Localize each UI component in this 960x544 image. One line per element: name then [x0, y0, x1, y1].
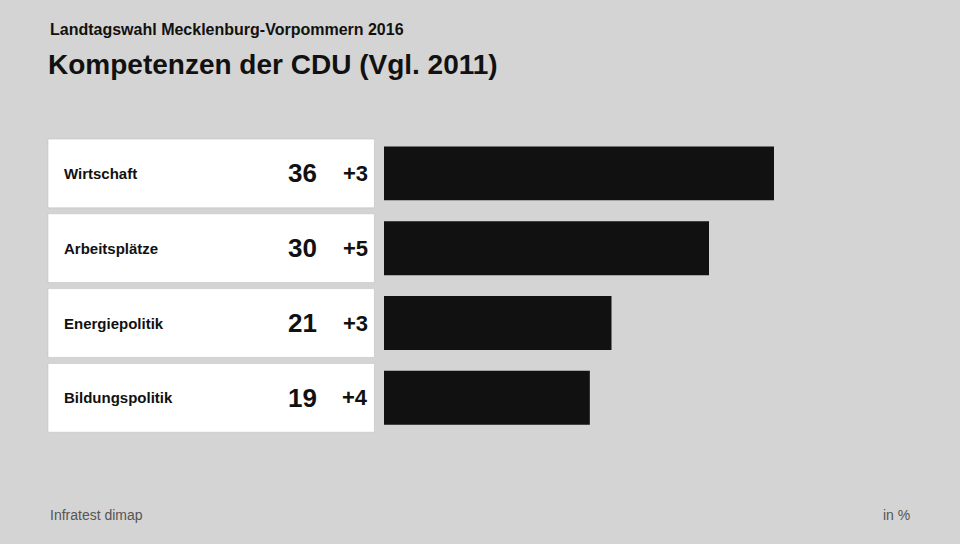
svg-text:Wirtschaft: Wirtschaft	[64, 165, 137, 182]
svg-text:30: 30	[288, 233, 317, 263]
svg-text:36: 36	[288, 158, 317, 188]
svg-text:Arbeitsplätze: Arbeitsplätze	[64, 240, 158, 257]
svg-text:Landtagswahl Mecklenburg-Vorpo: Landtagswahl Mecklenburg-Vorpommern 2016	[50, 21, 404, 38]
svg-text:Kompetenzen der CDU (Vgl. 2011: Kompetenzen der CDU (Vgl. 2011)	[48, 49, 498, 80]
svg-text:Infratest dimap: Infratest dimap	[50, 507, 143, 523]
svg-text:Bildungspolitik: Bildungspolitik	[64, 389, 173, 406]
svg-text:+5: +5	[343, 236, 368, 261]
svg-text:19: 19	[288, 383, 317, 413]
svg-text:21: 21	[288, 308, 317, 338]
svg-text:+3: +3	[343, 161, 368, 186]
svg-text:Energiepolitik: Energiepolitik	[64, 315, 164, 332]
svg-text:+3: +3	[343, 311, 368, 336]
svg-text:+4: +4	[342, 385, 368, 410]
svg-text:in %: in %	[883, 507, 910, 523]
